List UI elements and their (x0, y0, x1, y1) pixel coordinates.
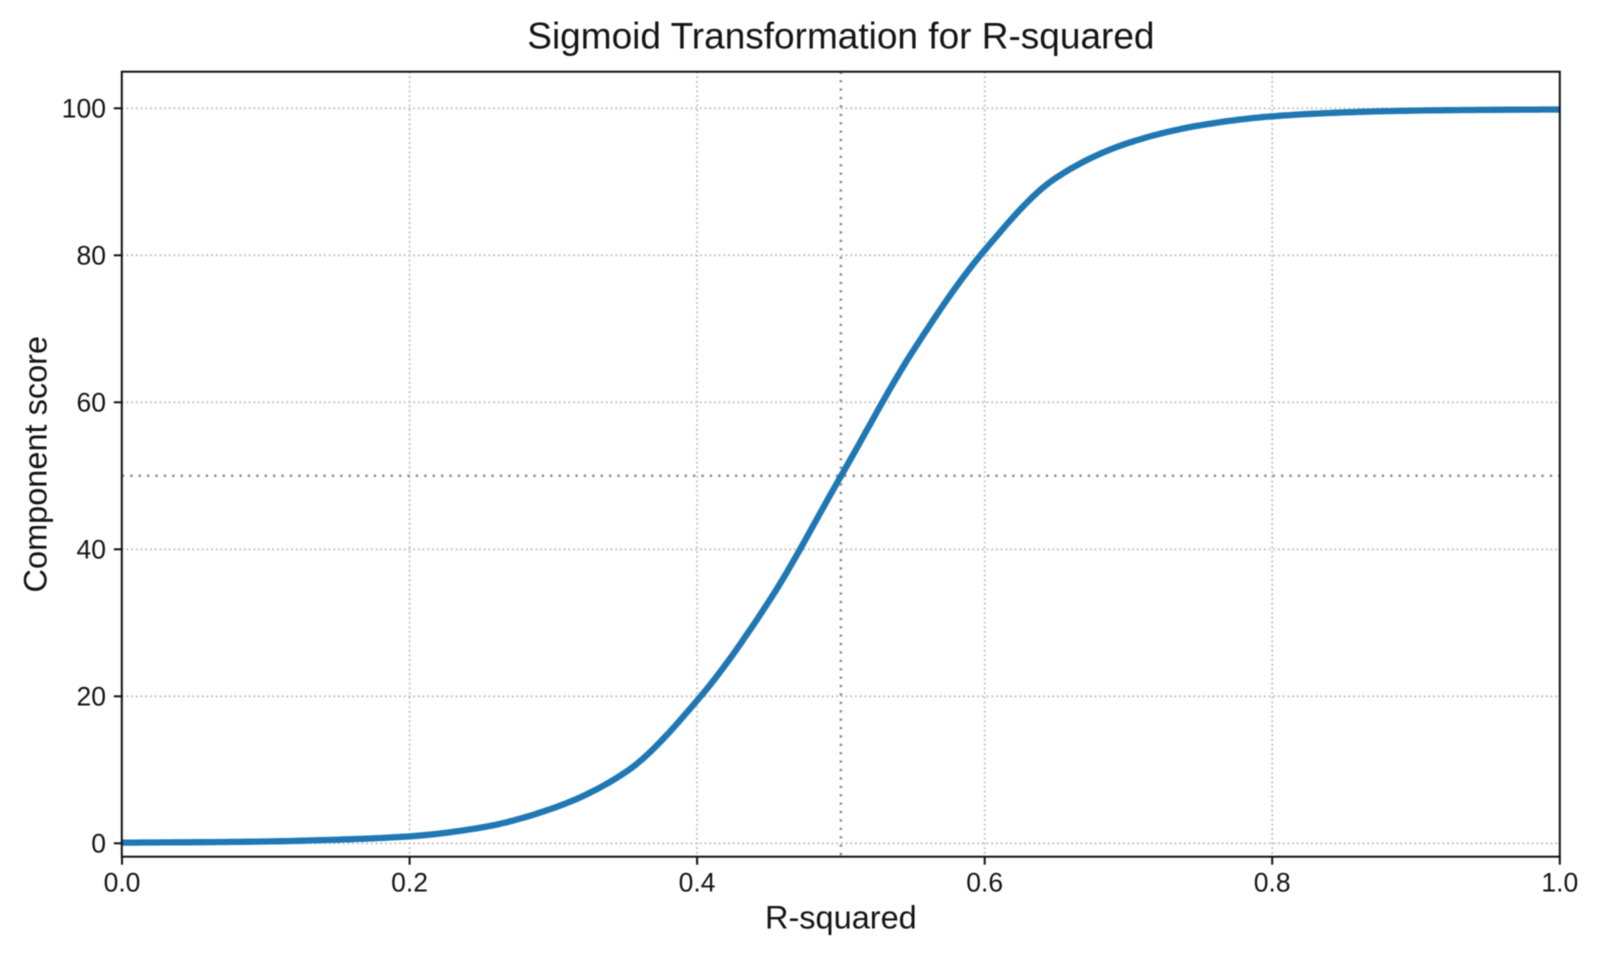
svg-text:R-squared: R-squared (765, 899, 917, 935)
svg-text:0: 0 (91, 829, 106, 859)
svg-text:0.4: 0.4 (679, 868, 716, 898)
svg-text:0.2: 0.2 (391, 868, 428, 898)
svg-text:Component score: Component score (18, 336, 54, 593)
svg-text:Sigmoid Transformation for R-s: Sigmoid Transformation for R-squared (527, 16, 1154, 57)
svg-text:20: 20 (77, 682, 106, 712)
svg-text:0.0: 0.0 (104, 868, 141, 898)
svg-text:0.8: 0.8 (1254, 868, 1291, 898)
svg-text:80: 80 (77, 241, 106, 271)
svg-text:40: 40 (77, 535, 106, 565)
svg-text:0.6: 0.6 (966, 868, 1003, 898)
svg-text:100: 100 (62, 94, 106, 124)
svg-text:1.0: 1.0 (1541, 868, 1578, 898)
svg-text:60: 60 (77, 388, 106, 418)
